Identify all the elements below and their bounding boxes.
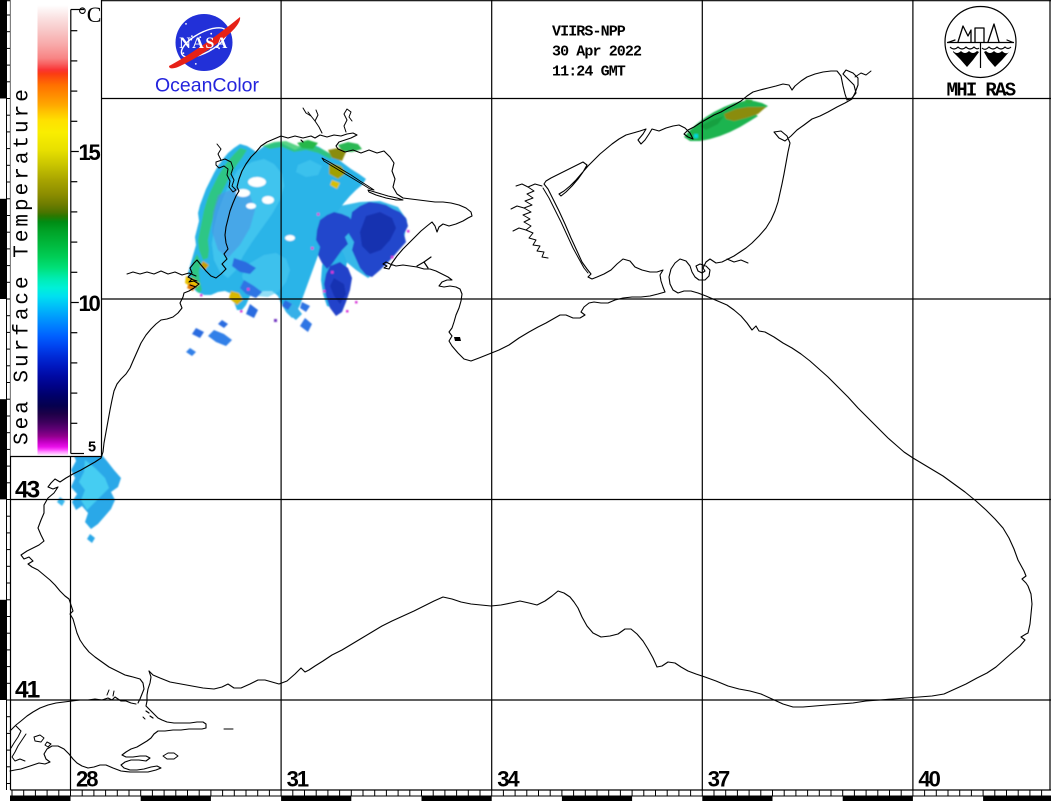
svg-text:37: 37 (708, 767, 730, 792)
svg-text:41: 41 (15, 677, 40, 704)
svg-text:30 Apr 2022: 30 Apr 2022 (552, 44, 642, 61)
svg-text:NASA: NASA (179, 35, 229, 52)
svg-text:VIIRS-NPP: VIIRS-NPP (552, 24, 626, 41)
svg-text:31: 31 (287, 767, 309, 792)
svg-text:11:24 GMT: 11:24 GMT (552, 64, 626, 81)
svg-text:MHI RAS: MHI RAS (947, 80, 1016, 102)
svg-text:10: 10 (79, 291, 101, 316)
svg-text:28: 28 (76, 767, 98, 792)
svg-text:40: 40 (918, 767, 940, 792)
svg-text:5: 5 (88, 440, 96, 456)
svg-text:°C: °C (78, 2, 101, 27)
svg-text:OceanColor: OceanColor (155, 75, 260, 97)
svg-text:34: 34 (497, 767, 520, 792)
svg-text:43: 43 (15, 477, 40, 504)
svg-text:15: 15 (79, 140, 101, 165)
svg-text:Sea Surface Temperature: Sea Surface Temperature (12, 86, 35, 445)
